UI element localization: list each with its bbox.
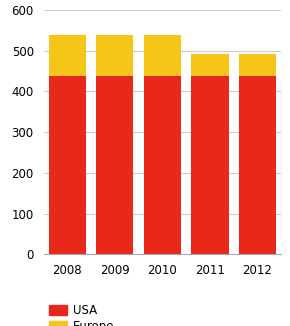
Bar [144,36,181,76]
Bar [144,76,181,254]
Bar [96,76,133,254]
Bar [239,54,276,76]
Bar [239,76,276,254]
Bar [49,36,86,76]
Bar [96,36,133,76]
Bar [191,76,229,254]
Legend: USA, Europe: USA, Europe [49,304,115,326]
Bar [49,76,86,254]
Bar [191,54,229,76]
